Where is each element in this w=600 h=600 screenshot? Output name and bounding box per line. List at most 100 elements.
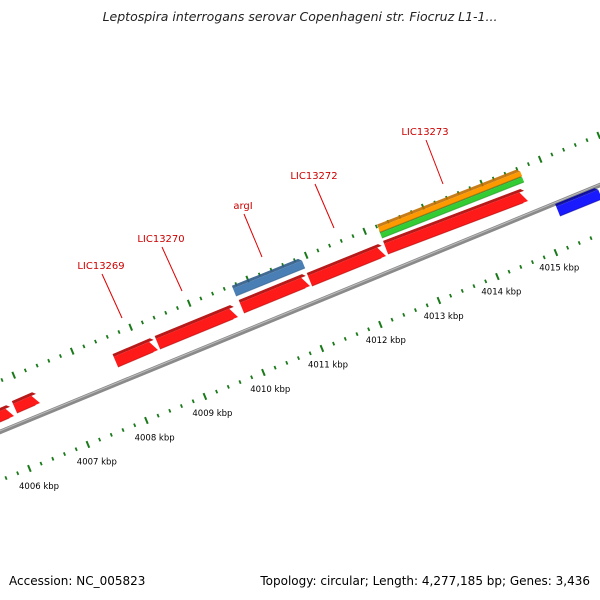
leader-line	[161, 246, 183, 292]
minor-tick	[460, 288, 464, 293]
kbp-label: 4011 kbp	[308, 361, 348, 371]
gene-arrow[interactable]	[0, 405, 14, 423]
map-title: Leptospira interrogans serovar Copenhage…	[102, 9, 498, 24]
gene-arrow-lic13272[interactable]	[306, 244, 386, 287]
major-tick	[27, 464, 32, 473]
minor-tick	[390, 317, 394, 322]
gene-arrow-lic13272-pre[interactable]	[238, 274, 310, 314]
minor-tick	[82, 344, 86, 349]
minor-tick	[23, 368, 27, 373]
major-tick	[11, 371, 16, 379]
major-tick	[319, 344, 325, 353]
minor-tick	[51, 456, 55, 461]
minor-tick	[58, 354, 63, 359]
minor-tick	[105, 334, 109, 339]
outer-tick-track	[0, 131, 600, 383]
gene-arrow-reverse[interactable]	[555, 188, 600, 217]
minor-tick	[355, 332, 359, 337]
kbp-label: 4007 kbp	[77, 458, 117, 468]
minor-tick	[351, 234, 355, 239]
accession-text: Accession: NC_005823	[9, 574, 146, 588]
minor-tick	[62, 452, 67, 457]
leader-line	[101, 273, 123, 319]
minor-tick	[168, 408, 172, 413]
minor-tick	[425, 303, 429, 308]
gene-arrow-lic13270[interactable]	[154, 305, 238, 350]
minor-tick	[589, 236, 593, 241]
minor-tick	[530, 260, 535, 265]
minor-tick	[0, 377, 4, 383]
label-lic13273[interactable]: LIC13273	[401, 127, 448, 138]
minor-tick	[339, 238, 343, 243]
minor-tick	[316, 248, 320, 253]
minor-tick	[308, 351, 312, 356]
minor-tick	[179, 404, 184, 409]
trna-feature-argi[interactable]	[231, 258, 306, 297]
minor-tick	[550, 152, 554, 157]
minor-tick	[215, 389, 219, 394]
inner-tick-track	[4, 236, 593, 481]
minor-tick	[296, 356, 301, 361]
major-tick	[186, 299, 192, 307]
minor-tick	[526, 162, 531, 167]
minor-tick	[222, 286, 226, 291]
minor-tick	[519, 264, 523, 269]
minor-tick	[133, 423, 137, 428]
major-tick	[303, 251, 309, 259]
minor-tick	[542, 255, 546, 260]
minor-tick	[140, 320, 144, 325]
minor-tick	[285, 360, 289, 365]
minor-tick	[585, 138, 589, 143]
minor-tick	[484, 279, 488, 284]
minor-tick	[562, 147, 566, 152]
minor-tick	[367, 327, 371, 332]
label-argi[interactable]: argI	[233, 201, 252, 212]
label-lic13272[interactable]: LIC13272	[290, 171, 337, 182]
minor-tick	[109, 432, 113, 437]
kbp-label: 4014 kbp	[481, 288, 521, 298]
minor-tick	[332, 341, 336, 346]
minor-tick	[199, 296, 203, 301]
genome-backbone	[0, 182, 600, 435]
minor-tick	[39, 461, 43, 466]
major-tick	[553, 248, 559, 257]
minor-tick	[449, 293, 453, 298]
major-tick	[495, 272, 500, 281]
genome-summary: Topology: circular; Length: 4,277,185 bp…	[260, 574, 590, 588]
minor-tick	[47, 358, 51, 363]
major-tick	[362, 227, 367, 236]
minor-tick	[328, 243, 332, 248]
major-tick	[261, 368, 266, 377]
major-tick	[436, 296, 442, 305]
label-lic13269[interactable]: LIC13269	[77, 261, 124, 272]
minor-tick	[577, 240, 581, 245]
feature-orange-bar[interactable]	[377, 169, 523, 233]
gene-arrow-lic13273[interactable]	[383, 188, 528, 255]
minor-tick	[175, 306, 180, 311]
minor-tick	[191, 399, 195, 404]
label-lic13270[interactable]: LIC13270	[137, 234, 184, 245]
minor-tick	[152, 315, 156, 320]
minor-tick	[74, 447, 78, 452]
minor-tick	[98, 437, 102, 442]
kbp-label: 4009 kbp	[192, 409, 232, 419]
gene-arrow[interactable]	[11, 392, 40, 414]
gene-arrow-lic13269[interactable]	[112, 338, 158, 368]
genome-backbone-highlight	[0, 183, 600, 432]
major-tick	[378, 320, 383, 329]
minor-tick	[472, 284, 476, 289]
minor-tick	[226, 384, 230, 389]
leader-line	[425, 139, 444, 185]
leader-line	[243, 213, 263, 258]
minor-tick	[211, 291, 215, 296]
minor-tick	[273, 365, 277, 370]
minor-tick	[117, 330, 121, 335]
major-tick	[69, 347, 75, 355]
minor-tick	[566, 245, 570, 250]
minor-tick	[515, 166, 519, 171]
minor-tick	[156, 413, 160, 418]
minor-tick	[164, 310, 168, 315]
kbp-label: 4015 kbp	[539, 263, 579, 273]
kbp-label: 4006 kbp	[19, 482, 59, 492]
